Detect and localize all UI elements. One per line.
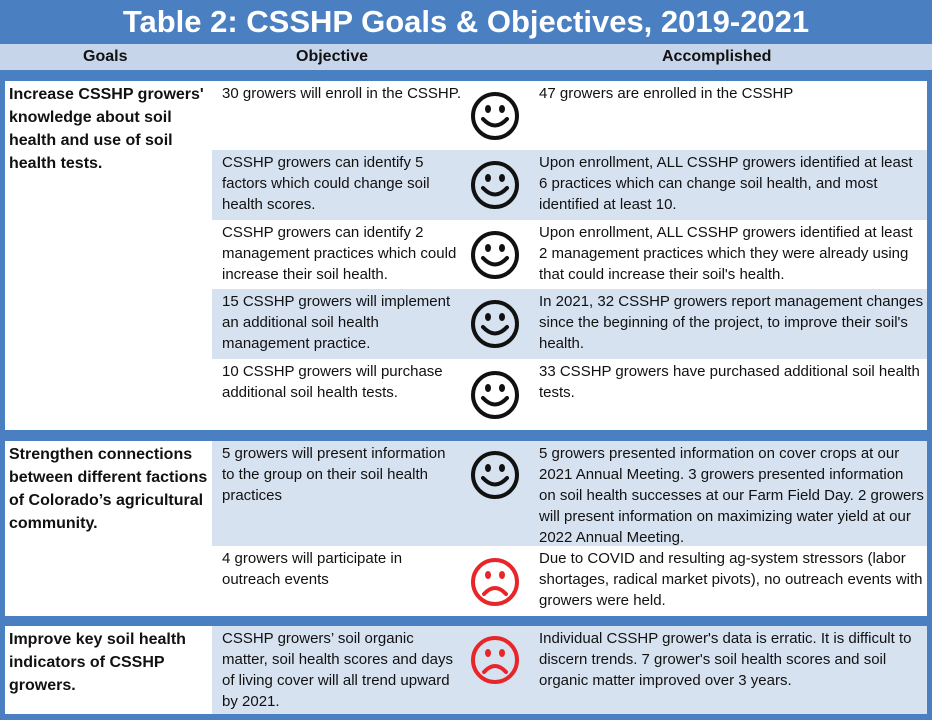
goal-text: Increase CSSHP growers' knowledge about …: [9, 86, 204, 172]
frowning-face-icon: [471, 558, 519, 606]
accomplished-text: Upon enrollment, ALL CSSHP growers ident…: [539, 154, 913, 213]
smiley-face-icon: [471, 92, 519, 140]
frowning-face-icon: [471, 636, 519, 684]
table-title: Table 2: CSSHP Goals & Objectives, 2019-…: [122, 4, 810, 39]
accomplished-text: Individual CSSHP grower's data is errati…: [539, 630, 912, 689]
goals-column-header: Goals: [83, 48, 128, 65]
table-row: 10 CSSHP growers will purchase additiona…: [212, 359, 927, 430]
objective-text: 10 CSSHP growers will purchase additiona…: [222, 363, 443, 401]
accomplished-text: 47 growers are enrolled in the CSSHP: [539, 85, 794, 102]
smiley-face-icon: [471, 161, 519, 209]
objective-column-header: Objective: [296, 48, 369, 65]
accomplished-text: 5 growers presented information on cover…: [539, 445, 924, 546]
table-row: CSSHP growers’ soil organic matter, soil…: [212, 626, 927, 714]
accomplished-text: 33 CSSHP growers have purchased addition…: [539, 363, 920, 401]
goal-section-2: Strengthen connections between different…: [5, 441, 927, 616]
objective-text: CSSHP growers can identify 2 management …: [222, 224, 457, 283]
objective-text: CSSHP growers can identify 5 factors whi…: [222, 154, 430, 213]
objective-text: 30 growers will enroll in the CSSHP.: [222, 85, 461, 102]
objective-text: CSSHP growers’ soil organic matter, soil…: [222, 630, 453, 710]
accomplished-text: Due to COVID and resulting ag-system str…: [539, 550, 923, 609]
accomplished-text: In 2021, 32 CSSHP growers report managem…: [539, 293, 924, 352]
table-row: CSSHP growers can identify 5 factors whi…: [212, 150, 927, 220]
smiley-face-icon: [471, 451, 519, 499]
goal-section-3: Improve key soil health indicators of CS…: [5, 626, 927, 714]
smiley-face-icon: [471, 300, 519, 348]
accomplished-text: Upon enrollment, ALL CSSHP growers ident…: [539, 224, 913, 283]
objective-text: 5 growers will present information to th…: [222, 445, 446, 504]
column-header-row: Goals Objective Accomplished: [0, 44, 932, 70]
table-row: 4 growers will participate in outreach e…: [212, 546, 927, 616]
goal-text: Improve key soil health indicators of CS…: [9, 631, 186, 694]
objective-text: 4 growers will participate in outreach e…: [222, 550, 403, 588]
table-row: CSSHP growers can identify 2 management …: [212, 220, 927, 289]
goal-section-1: Increase CSSHP growers' knowledge about …: [5, 81, 927, 430]
table-row: 5 growers will present information to th…: [212, 441, 927, 546]
smiley-face-icon: [471, 231, 519, 279]
table-row: 15 CSSHP growers will implement an addit…: [212, 289, 927, 359]
accomplished-column-header: Accomplished: [662, 48, 772, 65]
table-row: 30 growers will enroll in the CSSHP. 47 …: [212, 81, 927, 150]
objective-text: 15 CSSHP growers will implement an addit…: [222, 293, 451, 352]
smiley-face-icon: [471, 371, 519, 419]
goal-text: Strengthen connections between different…: [9, 446, 208, 532]
